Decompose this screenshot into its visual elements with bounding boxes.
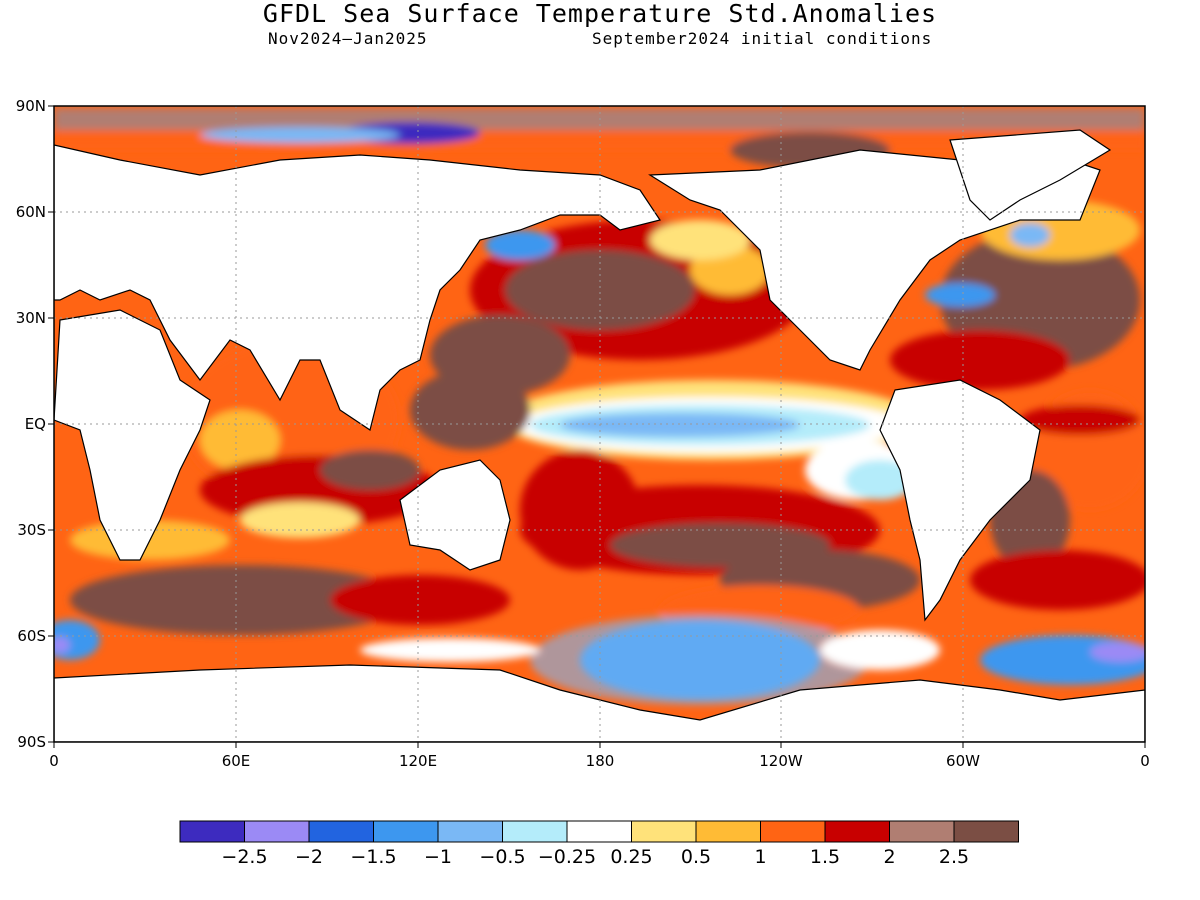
grid-lines (54, 106, 1145, 742)
colorbar-tick-label: 0.25 (610, 846, 653, 868)
lon-label-60e: 60E (221, 752, 251, 770)
colorbar-tick-label: 2.5 (938, 846, 970, 868)
colorbar-tick-label: −0.5 (479, 846, 526, 868)
colorbar-tick-label: −0.25 (537, 846, 597, 868)
axis-ticks (48, 105, 1146, 748)
lat-label-30s: 30S (17, 521, 46, 539)
colorbar-swatch-10 (824, 820, 890, 843)
lat-label-eq: EQ (24, 415, 46, 433)
colorbar-swatch-4 (437, 820, 503, 843)
lat-label-60s: 60S (17, 627, 46, 645)
lon-label-60w: 60W (946, 752, 980, 770)
forecast-period: Nov2024–Jan2025 (268, 29, 428, 48)
colorbar-tick-label: −1.5 (350, 846, 397, 868)
colorbar-swatch-6 (566, 820, 632, 843)
colorbar-swatch-2 (308, 820, 374, 843)
colorbar-tick-label: 0.5 (680, 846, 712, 868)
colorbar-swatch-5 (502, 820, 568, 843)
colorbar-swatch-7 (631, 820, 697, 843)
lat-label-90n: 90N (15, 97, 46, 115)
map-title: GFDL Sea Surface Temperature Std.Anomali… (262, 0, 938, 28)
colorbar-swatch-8 (695, 820, 761, 843)
colorbar-swatch-0 (179, 820, 245, 843)
initial-conditions: September2024 initial conditions (592, 29, 933, 48)
colorbar-tick-label: −2 (294, 846, 323, 868)
lon-label-120e: 120E (398, 752, 438, 770)
lat-label-30n: 30N (15, 309, 46, 327)
anomaly-field (54, 106, 1145, 742)
lon-label-0-east: 0 (1140, 752, 1150, 770)
colorbar (179, 820, 1019, 843)
colorbar-swatch-9 (760, 820, 826, 843)
lon-label-180: 180 (585, 752, 615, 770)
colorbar-tick-label: 1 (754, 846, 767, 868)
colorbar-tick-label: −1 (423, 846, 452, 868)
colorbar-swatch-3 (373, 820, 439, 843)
lon-label-0: 0 (49, 752, 59, 770)
colorbar-swatch-12 (953, 820, 1019, 843)
lon-label-120w: 120W (759, 752, 803, 770)
colorbar-swatch-11 (889, 820, 955, 843)
lat-label-90s: 90S (17, 733, 46, 751)
colorbar-swatch-1 (244, 820, 310, 843)
lat-label-60n: 60N (15, 203, 46, 221)
colorbar-tick-label: 1.5 (809, 846, 841, 868)
colorbar-tick-label: 2 (883, 846, 896, 868)
colorbar-tick-label: −2.5 (221, 846, 268, 868)
continents (54, 129, 1145, 742)
